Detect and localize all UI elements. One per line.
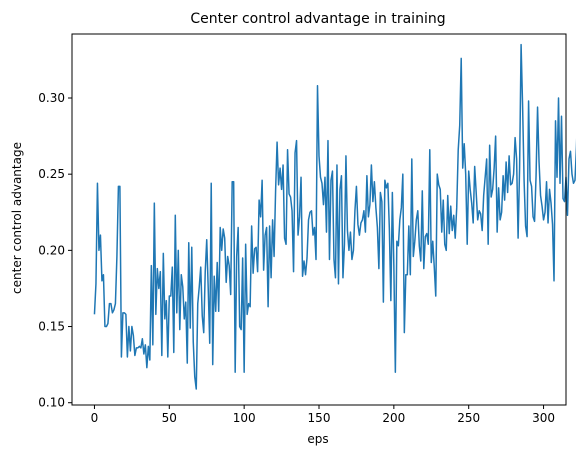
x-tick-label: 0 xyxy=(91,411,99,425)
y-tick-label: 0.20 xyxy=(38,243,65,257)
y-tick-label: 0.25 xyxy=(38,167,65,181)
x-tick-label: 250 xyxy=(457,411,480,425)
y-tick-label: 0.15 xyxy=(38,320,65,334)
x-tick-label: 200 xyxy=(382,411,405,425)
x-axis-label: eps xyxy=(307,432,328,446)
chart-title: Center control advantage in training xyxy=(190,11,445,27)
y-tick-label: 0.30 xyxy=(38,91,65,105)
x-tick-label: 50 xyxy=(162,411,177,425)
x-tick-label: 100 xyxy=(233,411,256,425)
x-axis: 0 50 100 150 200 250 300 xyxy=(91,405,555,425)
plot-area xyxy=(93,43,576,390)
y-tick-label: 0.10 xyxy=(38,396,65,410)
y-axis: 0.10 0.15 0.20 0.25 0.30 xyxy=(38,91,72,410)
x-tick-label: 150 xyxy=(308,411,331,425)
x-tick-label: 300 xyxy=(532,411,555,425)
series-line-0 xyxy=(93,43,576,390)
y-axis-label: center control advantage xyxy=(10,142,24,294)
